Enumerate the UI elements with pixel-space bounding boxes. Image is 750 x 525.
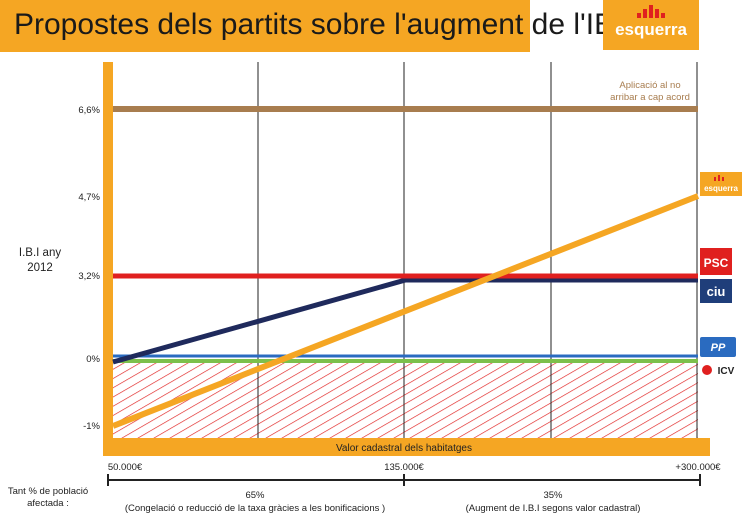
series-line-ciu xyxy=(112,277,698,365)
esquerra-logo: esquerra xyxy=(603,0,699,50)
legend-esquerra: esquerra xyxy=(700,172,742,196)
y-tick-label: 4,7% xyxy=(78,192,100,203)
x-axis-band xyxy=(103,438,710,456)
legend-pp: PP xyxy=(700,337,736,357)
legend-label: PSC xyxy=(704,256,729,270)
y-axis-band xyxy=(103,62,113,456)
annotation-line-1: Aplicació al no xyxy=(619,80,680,91)
logo-text: esquerra xyxy=(615,20,687,39)
legend-label: PP xyxy=(711,342,726,354)
x-axis-label: Valor cadastral dels habitatges xyxy=(336,443,472,454)
legend-label: esquerra xyxy=(704,184,738,193)
y-tick-label: 3,2% xyxy=(78,271,100,282)
y-tick-label: -1% xyxy=(83,421,100,432)
y-tick-label: 6,6% xyxy=(78,105,100,116)
x-tick-label: +300.000€ xyxy=(675,462,721,473)
legend-icv: ICV xyxy=(700,362,740,380)
population-right-desc: (Augment de I.B.I segons valor cadastral… xyxy=(466,503,641,514)
logo-mark xyxy=(637,5,665,18)
population-right-pct: 35% xyxy=(543,490,563,501)
negative-zone xyxy=(113,362,698,438)
population-left-pct: 65% xyxy=(245,490,265,501)
y-axis-label: I.B.I any 2012 xyxy=(19,247,61,274)
legend-label: ciu xyxy=(707,284,726,299)
annotation-line-2: arribar a cap acord xyxy=(610,92,690,103)
population-label: Tant % de població afectada : xyxy=(8,486,88,509)
series-line-esquerra xyxy=(111,193,700,429)
legend-label: ICV xyxy=(718,366,735,377)
legend-ciu: ciu xyxy=(700,279,732,303)
legend-psc: PSC xyxy=(700,248,732,275)
y-tick-label: 0% xyxy=(86,354,100,365)
x-tick-label: 50.000€ xyxy=(108,462,143,473)
title-banner: Propostes dels partits sobre l'augment d… xyxy=(0,0,622,52)
population-left-desc: (Congelació o reducció de la taxa gràcie… xyxy=(125,503,385,514)
x-tick-label: 135.000€ xyxy=(384,462,424,473)
page-title: Propostes dels partits sobre l'augment d… xyxy=(14,8,623,41)
